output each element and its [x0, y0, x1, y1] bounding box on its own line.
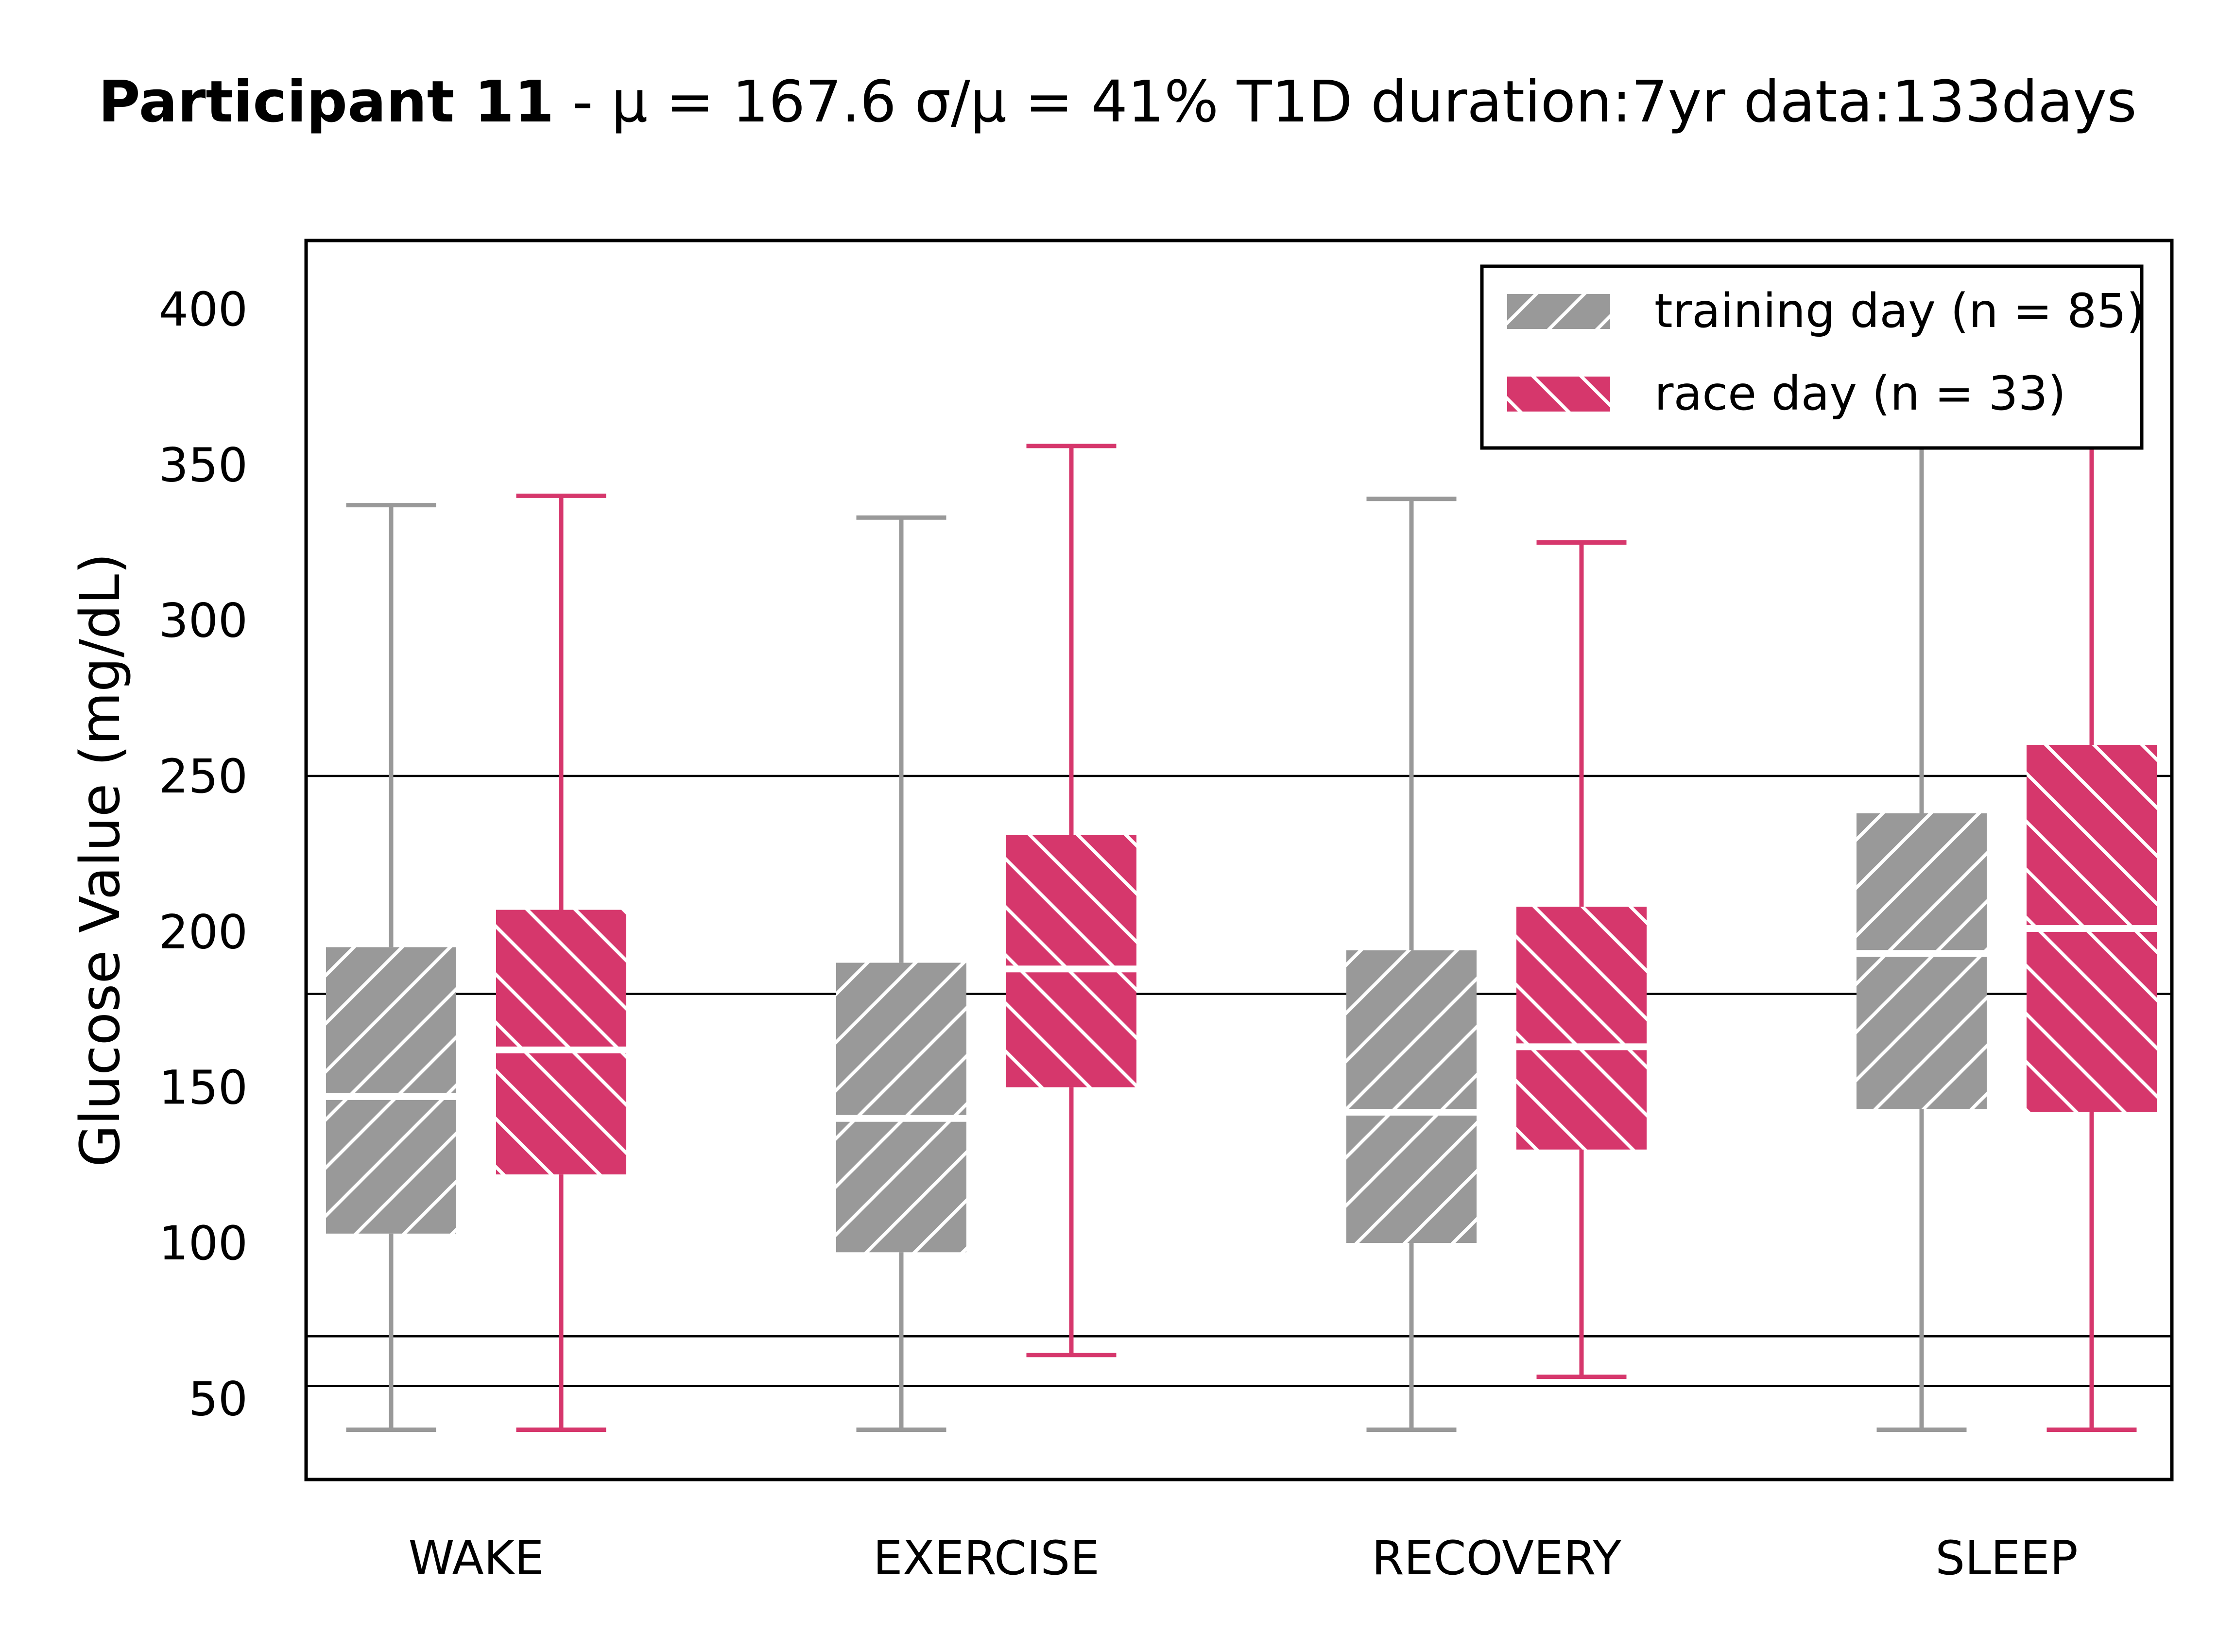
box-body: [1857, 813, 1987, 1109]
x-tick-label-exercise: EXERCISE: [873, 1531, 1100, 1585]
box-race-recovery: [1516, 540, 1647, 1379]
y-tick-label-250: 250: [159, 749, 248, 804]
y-tick-label-200: 200: [159, 905, 248, 959]
box-body: [836, 963, 966, 1253]
box-race-exercise: [1006, 444, 1136, 1358]
box-training-wake: [326, 503, 456, 1432]
box-body: [1006, 835, 1136, 1087]
y-tick-label-400: 400: [159, 282, 248, 337]
legend-label-race: race day (n = 33): [1654, 366, 2066, 421]
x-tick-label-sleep: SLEEP: [1935, 1531, 2078, 1585]
box-plots: [326, 307, 2157, 1432]
y-axis-ticks: 50 100 150 200 250 300 350 400: [159, 282, 248, 1426]
x-tick-label-recovery: RECOVERY: [1372, 1531, 1621, 1585]
title-stats: μ = 167.6 σ/μ = 41% T1D duration:7yr dat…: [611, 68, 2137, 135]
box-body: [1516, 907, 1647, 1150]
plot-frame: [304, 239, 2174, 1481]
box-race-wake: [496, 493, 626, 1432]
title-participant: Participant 11: [98, 68, 554, 135]
chart-title: Participant 11 - μ = 167.6 σ/μ = 41% T1D…: [98, 68, 2136, 135]
box-body: [326, 947, 456, 1234]
y-tick-label-100: 100: [159, 1216, 248, 1271]
box-training-sleep: [1857, 307, 1987, 1432]
y-axis-label: Glucose Value (mg/dL): [69, 553, 132, 1167]
box-training-recovery: [1346, 497, 1477, 1432]
box-race-sleep: [2027, 307, 2157, 1432]
y-tick-label-300: 300: [159, 594, 248, 648]
x-tick-label-wake: WAKE: [409, 1531, 544, 1585]
x-axis-labels: WAKE EXERCISE RECOVERY SLEEP: [409, 1531, 2078, 1585]
legend-swatch-training: [1507, 294, 1610, 329]
box-body: [1346, 950, 1477, 1243]
box-training-exercise: [836, 515, 966, 1432]
legend: training day (n = 85) race day (n = 33): [1480, 264, 2145, 450]
legend-swatch-race: [1507, 377, 1610, 412]
box-body: [496, 910, 626, 1175]
title-separator: -: [554, 68, 611, 135]
y-tick-label-350: 350: [159, 438, 248, 492]
legend-label-training: training day (n = 85): [1654, 284, 2145, 338]
y-tick-label-50: 50: [189, 1372, 248, 1426]
y-tick-label-150: 150: [159, 1061, 248, 1115]
